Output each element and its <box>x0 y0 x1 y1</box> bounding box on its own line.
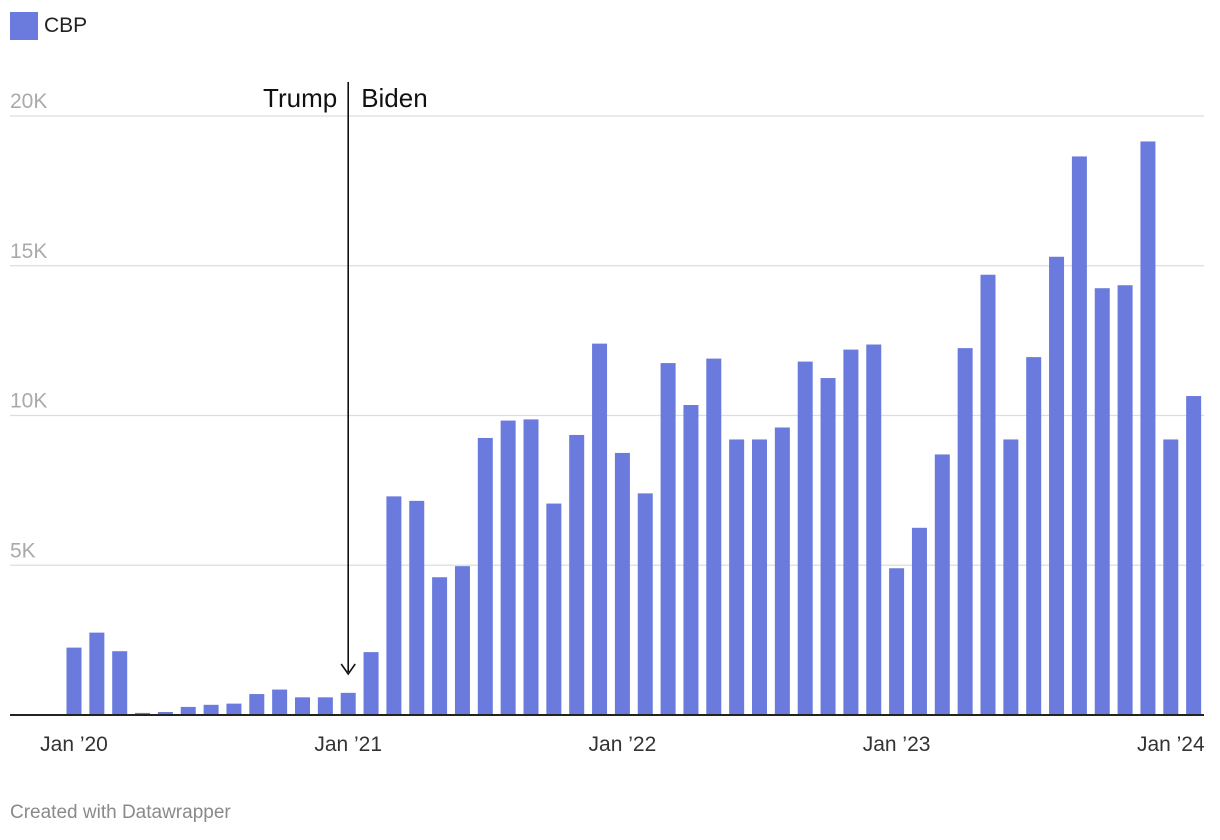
bar <box>1140 141 1156 715</box>
bar <box>523 419 539 715</box>
x-tick-label: Jan ’21 <box>314 733 382 756</box>
bar <box>957 348 973 715</box>
bar <box>980 274 996 715</box>
y-tick-label: 10K <box>10 390 47 413</box>
bar <box>112 651 128 715</box>
bar <box>774 427 790 715</box>
annotation-right-label: Biden <box>361 83 428 113</box>
bar <box>637 493 653 715</box>
bar <box>911 527 927 715</box>
bar <box>843 349 859 715</box>
bar <box>614 452 630 715</box>
bar <box>1094 288 1110 715</box>
bar <box>820 378 836 715</box>
bar <box>1163 439 1179 715</box>
bar <box>386 496 402 715</box>
bar <box>1186 396 1202 715</box>
bar <box>317 697 333 715</box>
bar <box>157 712 173 715</box>
bar <box>1026 357 1042 715</box>
bar <box>135 712 151 715</box>
y-tick-label: 20K <box>10 90 47 113</box>
bar <box>477 437 493 715</box>
bar <box>249 694 265 715</box>
bar <box>180 706 196 715</box>
bar <box>546 503 562 715</box>
bar <box>592 343 608 715</box>
credit-text: Created with Datawrapper <box>10 802 231 823</box>
bar <box>934 454 950 715</box>
bar <box>226 703 242 715</box>
bar <box>432 577 448 715</box>
bar <box>729 439 745 715</box>
annotation-left-label: Trump <box>263 83 337 113</box>
bar <box>889 568 905 715</box>
bar <box>409 500 425 715</box>
legend: CBP <box>10 12 87 40</box>
x-tick-label: Jan ’24 <box>1137 733 1205 756</box>
bar <box>706 358 722 715</box>
x-tick-label: Jan ’22 <box>589 733 657 756</box>
bar <box>1071 156 1087 715</box>
bar <box>683 405 699 715</box>
bar <box>89 632 105 715</box>
bar <box>454 566 470 715</box>
x-tick-label: Jan ’20 <box>40 733 108 756</box>
legend-swatch <box>10 12 38 40</box>
y-tick-label: 15K <box>10 240 47 263</box>
bar <box>797 361 813 715</box>
bar <box>272 689 288 715</box>
bar <box>340 692 356 715</box>
bar <box>1117 285 1133 715</box>
legend-label: CBP <box>44 14 88 37</box>
bar <box>866 344 882 715</box>
bar <box>363 652 379 715</box>
y-tick-label: 5K <box>10 539 36 562</box>
bar <box>569 434 585 715</box>
bar <box>500 420 516 715</box>
bar <box>1003 439 1019 715</box>
x-tick-label: Jan ’23 <box>863 733 931 756</box>
bar <box>660 363 676 715</box>
bar <box>203 704 219 715</box>
bar <box>752 439 767 715</box>
divider-arrowhead <box>340 663 356 676</box>
bar <box>295 697 310 715</box>
bar <box>1049 256 1065 715</box>
bar <box>66 647 82 715</box>
